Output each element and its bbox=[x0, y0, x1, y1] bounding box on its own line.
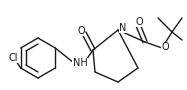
Text: Cl: Cl bbox=[8, 53, 18, 63]
Text: NH: NH bbox=[73, 58, 87, 68]
Text: N: N bbox=[119, 23, 127, 33]
Text: O: O bbox=[77, 26, 85, 36]
Text: O: O bbox=[161, 42, 169, 52]
Text: O: O bbox=[135, 17, 143, 27]
